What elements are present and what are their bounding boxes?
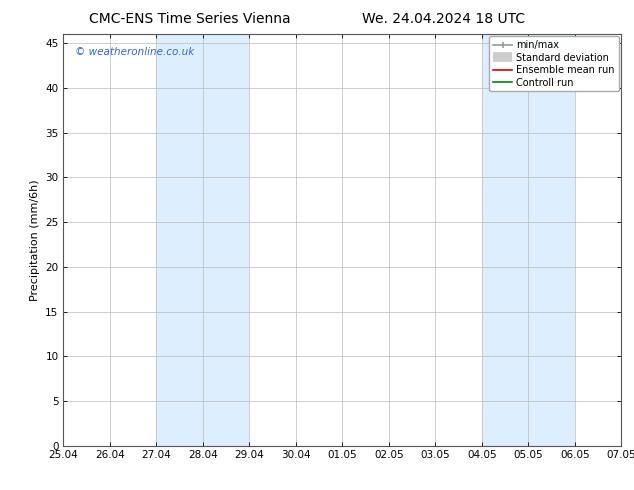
Text: We. 24.04.2024 18 UTC: We. 24.04.2024 18 UTC: [362, 12, 526, 26]
Legend: min/max, Standard deviation, Ensemble mean run, Controll run: min/max, Standard deviation, Ensemble me…: [489, 36, 619, 92]
Y-axis label: Precipitation (mm/6h): Precipitation (mm/6h): [30, 179, 40, 301]
Bar: [157, 34, 249, 446]
Text: CMC-ENS Time Series Vienna: CMC-ENS Time Series Vienna: [89, 12, 291, 26]
Text: © weatheronline.co.uk: © weatheronline.co.uk: [75, 47, 194, 57]
Bar: [482, 34, 575, 446]
